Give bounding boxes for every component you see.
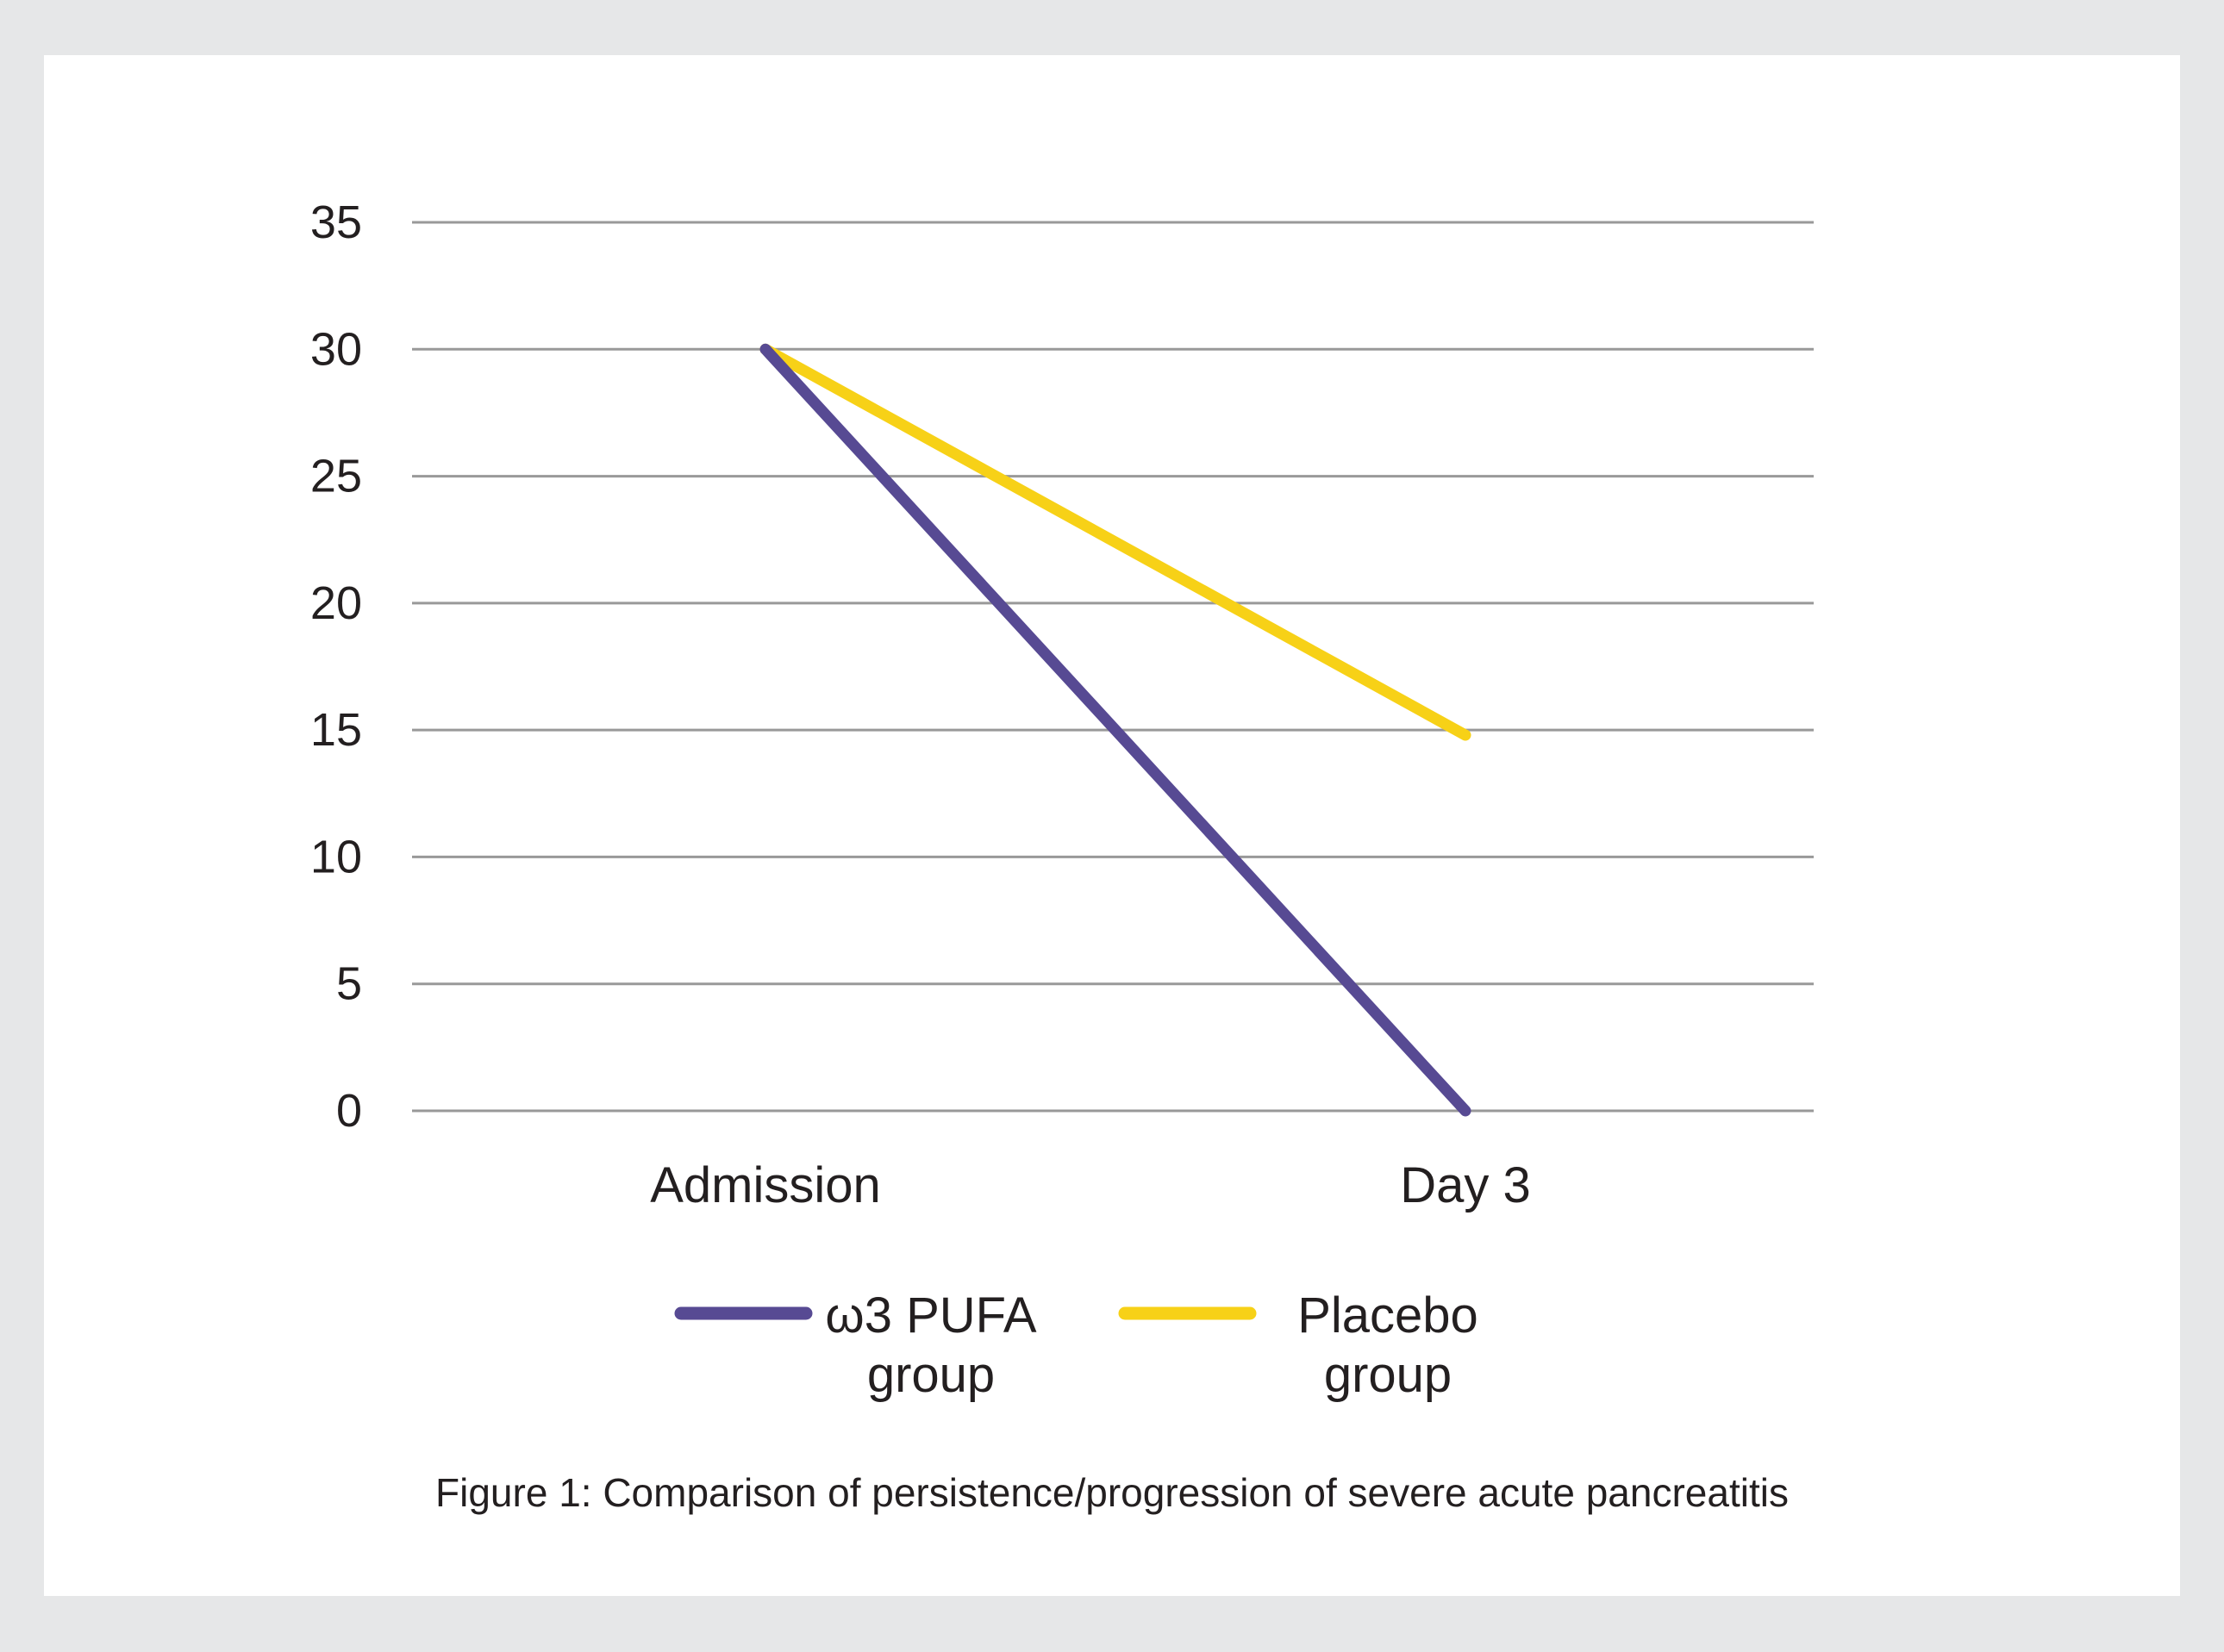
y-tick-label: 0 bbox=[336, 1085, 362, 1137]
x-category-label: Admission bbox=[650, 1157, 881, 1213]
legend-label-omega3-pufa-line1: ω3 PUFA bbox=[825, 1287, 1036, 1343]
y-axis-ticks: 0 5 10 15 20 25 30 35 bbox=[310, 196, 362, 1137]
gridlines bbox=[412, 221, 1814, 1113]
figure-card bbox=[44, 55, 2180, 1596]
figure-caption: Figure 1: Comparison of persistence/prog… bbox=[435, 1470, 1789, 1515]
y-tick-label: 20 bbox=[310, 577, 362, 629]
legend-label-placebo-line1: Placebo bbox=[1297, 1287, 1478, 1343]
x-axis-categories: Admission Day 3 bbox=[650, 1157, 1531, 1213]
y-tick-label: 30 bbox=[310, 323, 362, 375]
y-tick-label: 35 bbox=[310, 196, 362, 248]
legend-label-omega3-pufa-line2: group bbox=[867, 1347, 995, 1403]
legend-label-placebo-line2: group bbox=[1324, 1347, 1452, 1403]
y-tick-label: 10 bbox=[310, 831, 362, 882]
y-tick-label: 25 bbox=[310, 451, 362, 502]
y-tick-label: 5 bbox=[336, 958, 362, 1010]
series-line-placebo bbox=[759, 343, 1471, 741]
series-line-omega3-pufa bbox=[759, 343, 1471, 1117]
y-tick-label: 15 bbox=[310, 704, 362, 756]
series-lines bbox=[759, 343, 1471, 1117]
x-category-label: Day 3 bbox=[1400, 1157, 1531, 1213]
